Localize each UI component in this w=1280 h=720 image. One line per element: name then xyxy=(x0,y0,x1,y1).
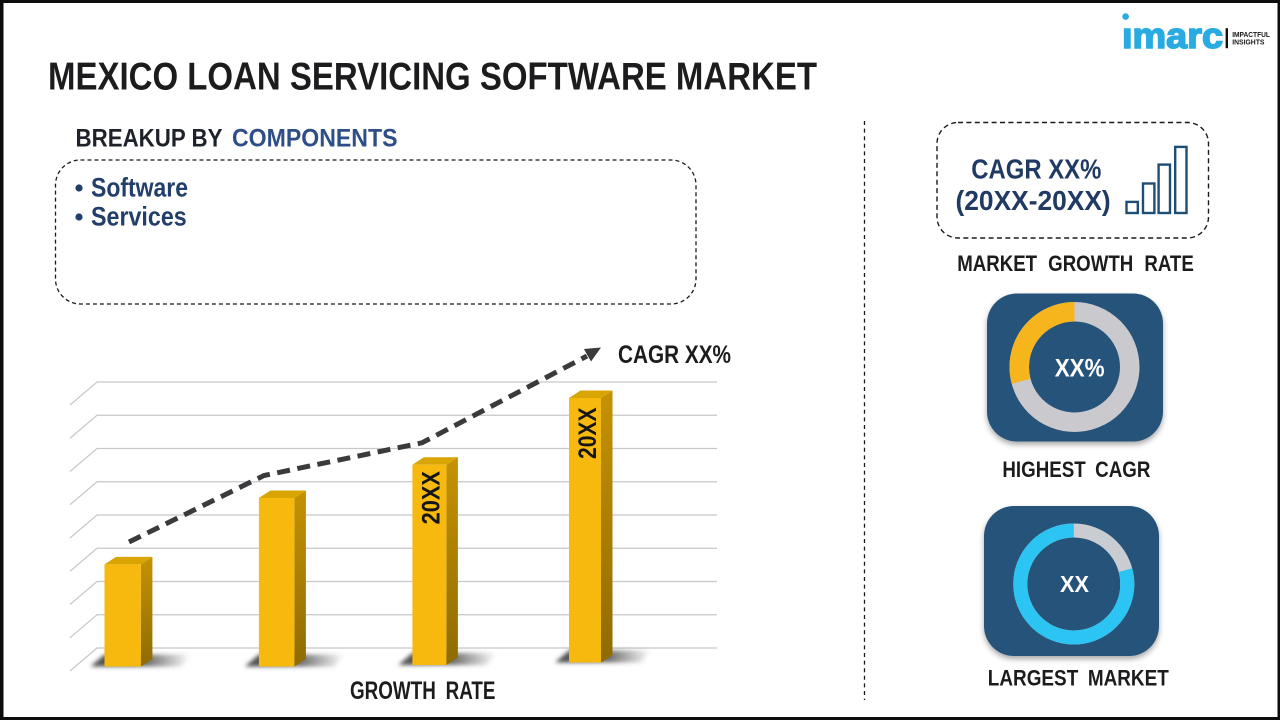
svg-text:IMPACTFUL: IMPACTFUL xyxy=(1232,30,1270,39)
svg-text:CAGR XX%: CAGR XX% xyxy=(971,153,1101,184)
svg-text:Services: Services xyxy=(91,202,187,232)
svg-text:XX: XX xyxy=(1060,571,1090,597)
svg-text:MARKET GROWTH RATE: MARKET GROWTH RATE xyxy=(957,251,1194,276)
svg-text:HIGHEST CAGR: HIGHEST CAGR xyxy=(1002,457,1150,482)
svg-text:GROWTH RATE: GROWTH RATE xyxy=(350,677,496,705)
svg-text:XX%: XX% xyxy=(1055,355,1105,383)
svg-text:MEXICO LOAN SERVICING SOFTWARE: MEXICO LOAN SERVICING SOFTWARE MARKET xyxy=(48,56,817,99)
svg-text:INSIGHTS: INSIGHTS xyxy=(1232,37,1264,46)
svg-text:20XX: 20XX xyxy=(574,407,602,459)
svg-text:COMPONENTS: COMPONENTS xyxy=(232,125,398,153)
svg-text:Software: Software xyxy=(91,173,188,203)
svg-text:ımarc: ımarc xyxy=(1122,15,1223,56)
svg-text:(20XX-20XX): (20XX-20XX) xyxy=(956,185,1111,216)
svg-text:20XX: 20XX xyxy=(417,471,445,525)
svg-text:CAGR XX%: CAGR XX% xyxy=(618,341,731,369)
svg-text:LARGEST MARKET: LARGEST MARKET xyxy=(988,665,1169,690)
svg-text:BREAKUP BY: BREAKUP BY xyxy=(76,125,223,153)
